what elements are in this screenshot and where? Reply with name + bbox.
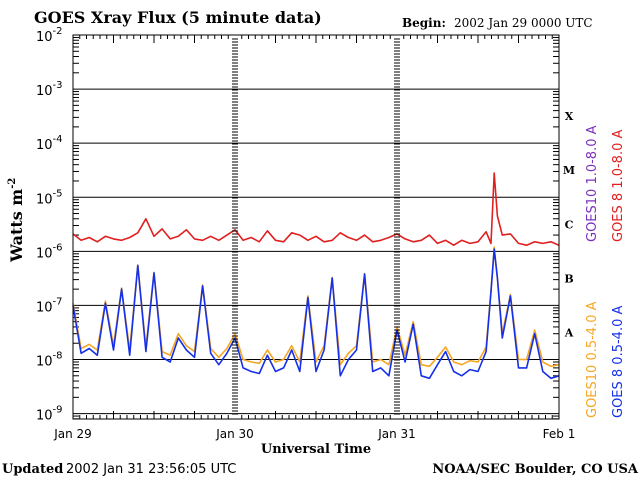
y-tick-base: 10 — [36, 30, 53, 45]
y-tick-exp: -9 — [53, 405, 63, 416]
y-tick-exp: -8 — [53, 351, 63, 362]
y-tick-exp: -3 — [53, 80, 63, 91]
y-axis-label-exp: -2 — [7, 178, 18, 189]
y-tick-labels: 10-210-310-410-510-610-710-810-9 — [36, 26, 63, 424]
x-tick-3: Feb 1 — [543, 427, 576, 441]
legend-goes8-short: GOES 8 0.5-4.0 A — [611, 306, 626, 418]
y-tick-1: 10-3 — [36, 80, 63, 99]
x-tick-1: Jan 30 — [215, 427, 254, 441]
y-tick-base: 10 — [36, 84, 53, 99]
data-series — [72, 172, 560, 380]
day-dividers — [79, 35, 553, 419]
y-axis-label: Watts m-2 — [7, 178, 26, 263]
series-0-line — [72, 172, 560, 246]
flare-class-labels: X M C B A — [563, 110, 575, 339]
x-tick-labels: Jan 29 Jan 30 Jan 31 Feb 1 — [53, 427, 575, 441]
flare-class-B: B — [564, 272, 573, 285]
y-tick-exp: -5 — [53, 188, 63, 199]
y-tick-base: 10 — [36, 138, 53, 153]
y-tick-4: 10-6 — [36, 242, 63, 261]
y-tick-base: 10 — [36, 409, 53, 424]
flare-class-X: X — [565, 110, 574, 123]
begin-value: 2002 Jan 29 0000 UTC — [454, 16, 593, 30]
y-tick-exp: -2 — [53, 26, 63, 37]
x-tick-2: Jan 31 — [377, 427, 416, 441]
y-tick-exp: -4 — [53, 134, 63, 145]
chart-title: GOES Xray Flux (5 minute data) — [34, 8, 322, 27]
flare-class-A: A — [564, 326, 574, 339]
y-tick-base: 10 — [36, 355, 53, 370]
legend-goes10-short: GOES10 0.5-4.0 A — [585, 301, 600, 418]
y-tick-6: 10-8 — [36, 351, 63, 370]
series-1-line — [72, 248, 560, 380]
y-tick-base: 10 — [36, 300, 53, 315]
source-credit: NOAA/SEC Boulder, CO USA — [432, 462, 639, 477]
y-tick-5: 10-7 — [36, 296, 63, 315]
updated-value: 2002 Jan 31 23:56:05 UTC — [66, 462, 236, 477]
y-tick-base: 10 — [36, 192, 53, 207]
begin-label: Begin: — [402, 16, 446, 30]
y-tick-base: 10 — [36, 246, 53, 261]
flare-class-M: M — [563, 164, 575, 177]
y-tick-7: 10-9 — [36, 405, 63, 424]
legend-goes10-long: GOES10 1.0-8.0 A — [585, 125, 600, 242]
x-axis-label: Universal Time — [261, 442, 371, 457]
updated-label: Updated — [2, 462, 63, 477]
y-tick-exp: -7 — [53, 296, 63, 307]
flare-class-C: C — [565, 218, 574, 231]
y-axis-label-text: Watts m — [7, 189, 26, 263]
plot-frame — [72, 34, 560, 420]
x-tick-0: Jan 29 — [53, 427, 92, 441]
y-tick-0: 10-2 — [36, 26, 63, 45]
y-tick-2: 10-4 — [36, 134, 63, 153]
y-tick-3: 10-5 — [36, 188, 63, 207]
legend-goes8-long: GOES 8 1.0-8.0 A — [611, 130, 626, 242]
y-tick-exp: -6 — [53, 242, 63, 253]
